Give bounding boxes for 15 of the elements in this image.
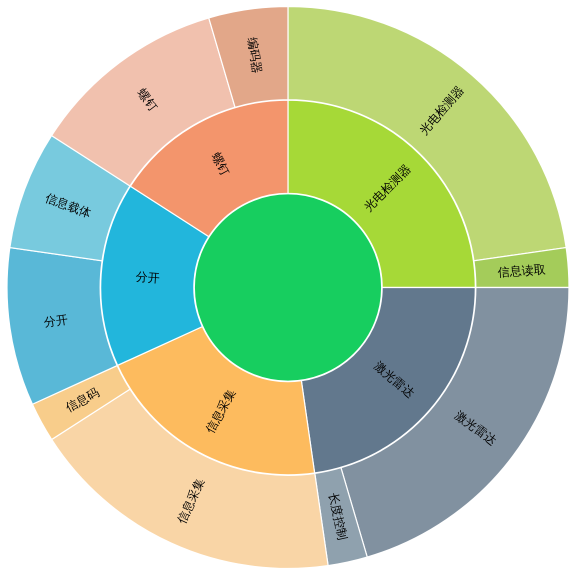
slice-label: 长度控制 xyxy=(326,492,350,542)
slice-label: 激光雷达 xyxy=(452,408,500,448)
slice-label: 信息采集 xyxy=(202,386,238,436)
slice-label: 信息载体 xyxy=(43,190,94,221)
slice-label: 螺钉 xyxy=(208,150,232,178)
slice-label: 分开 xyxy=(43,312,69,330)
slice-label: 激光雷达 xyxy=(372,358,418,401)
slice-label: 光电检测器 xyxy=(416,83,466,138)
slice-label: 光电检测器 xyxy=(361,162,414,214)
slice-label: 信息读取 xyxy=(497,262,546,280)
slice-label: 信息采集 xyxy=(174,476,208,526)
slice-label: 编码器 xyxy=(245,36,264,74)
slice-label: 螺钉 xyxy=(134,86,160,114)
slice-label: 信息码 xyxy=(63,385,102,415)
slice-label: 分开 xyxy=(135,270,160,286)
